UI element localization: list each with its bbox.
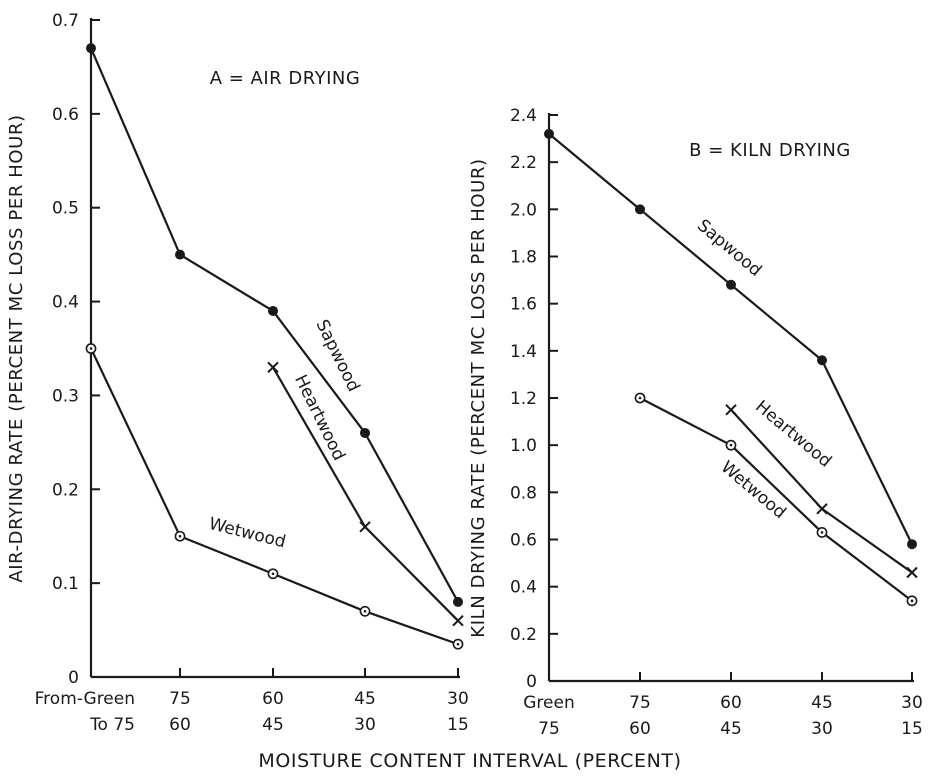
data-point-wetwood: [634, 392, 646, 404]
y-axis-label: AIR-DRYING RATE (PERCENT MC LOSS PER HOU…: [6, 114, 27, 582]
marker-dot: [363, 610, 367, 613]
marker-dot: [638, 396, 642, 400]
y-tick-label: 0.4: [52, 293, 79, 313]
y-tick-label: 2.0: [510, 200, 537, 220]
x-tick-label-from: 45: [811, 693, 833, 713]
x-tick-label-to: 45: [720, 719, 742, 739]
chart-panel-kiln-drying: 0 0.2 0.4 0.6 0.8 1.0 1.2 1.4 1.6 1.8 2.0 2.2 2.4 Gre…: [468, 106, 923, 739]
series-line-heartwood: [272, 366, 459, 622]
y-tick-label: 0.2: [52, 480, 79, 500]
data-point-heartwood: [725, 404, 737, 416]
data-point-heartwood: [267, 361, 279, 373]
y-tick-label: 0: [526, 672, 537, 692]
x-tick-label-to: 15: [447, 715, 469, 735]
data-point-wetwood: [906, 595, 918, 607]
marker-dot: [820, 531, 824, 534]
x-tick-label-from: 30: [447, 689, 469, 709]
data-point-sapwood: [268, 305, 278, 316]
series-line-wetwood: [639, 397, 913, 602]
data-point-sapwood: [544, 128, 554, 139]
data-point-sapwood: [453, 596, 463, 607]
series-line-sapwood: [89, 47, 459, 603]
x-tick-label-to: 30: [811, 719, 833, 739]
data-point-wetwood: [816, 527, 828, 538]
marker-stroke: [452, 614, 464, 627]
y-tick-label: 1.4: [510, 342, 537, 362]
data-point-sapwood: [635, 204, 645, 215]
x-tick-label-from: 60: [720, 693, 742, 713]
series-label-sapwood: Sapwood: [693, 216, 765, 281]
x-tick-label-to: To 75: [89, 715, 135, 735]
data-point-sapwood: [817, 355, 827, 366]
y-tick-label: 0.6: [510, 531, 537, 551]
marker-stroke: [267, 361, 279, 373]
y-tick-label: 2.2: [510, 153, 537, 173]
x-tick-label-to: 45: [262, 715, 284, 735]
shared-x-axis-label: MOISTURE CONTENT INTERVAL (PERCENT): [258, 750, 681, 772]
series-line-wetwood: [90, 348, 459, 646]
marker-stroke: [906, 566, 918, 579]
data-point-sapwood: [175, 249, 185, 260]
y-tick-label: 0.2: [510, 625, 537, 645]
series-label-sapwood: Sapwood: [312, 317, 364, 395]
x-tick-label-to: 30: [354, 715, 376, 735]
marker-dot: [178, 534, 182, 538]
marker-stroke: [359, 521, 371, 533]
x-tick-label-from: 30: [901, 693, 923, 713]
marker-stroke: [816, 503, 828, 515]
x-tick-label-to: 75: [538, 719, 560, 739]
x-tick-label-from: 75: [629, 693, 651, 713]
x-tick-label-from: 60: [262, 689, 284, 709]
chart-title: A = AIR DRYING: [210, 68, 361, 89]
chart-panel-air-drying: 0 0.1 0.2 0.3 0.4 0.5 0.6 0.7 From-Green To 75 75 6…: [6, 11, 469, 735]
y-tick-label: 1.6: [510, 295, 537, 315]
y-tick-label: 0.7: [52, 11, 79, 31]
marker-dot: [456, 642, 460, 646]
data-point-wetwood: [725, 439, 737, 451]
x-tick-label-from: 45: [354, 689, 376, 709]
data-point-wetwood: [85, 343, 97, 354]
y-tick-label: 0.6: [52, 105, 79, 125]
x-tick-label-to: 60: [169, 715, 191, 735]
marker-dot: [729, 443, 733, 447]
marker-dot: [910, 599, 914, 603]
series-label-wetwood: Wetwood: [207, 514, 288, 552]
data-point-sapwood: [86, 43, 96, 54]
marker-stroke: [725, 404, 737, 416]
x-tick-label-from: 75: [169, 689, 191, 709]
y-tick-label: 0.8: [510, 483, 537, 503]
chart-title: B = KILN DRYING: [689, 140, 851, 161]
y-axis-label: KILN DRYING RATE (PERCENT MC LOSS PER HO…: [468, 158, 489, 637]
data-point-sapwood: [726, 279, 736, 290]
data-point-wetwood: [452, 638, 464, 650]
y-tick-label: 0: [68, 668, 79, 688]
y-tick-label: 0.3: [52, 386, 79, 406]
y-tick-label: 2.4: [510, 106, 537, 126]
data-point-heartwood: [906, 566, 918, 579]
x-tick-label-from: Green: [523, 693, 574, 713]
series-label-heartwood: Heartwood: [751, 397, 835, 472]
y-tick-label: 1.8: [510, 248, 537, 268]
data-point-sapwood: [907, 539, 917, 550]
x-tick-label-from: From-Green: [35, 689, 135, 709]
y-tick-label: 1.2: [510, 389, 537, 409]
x-tick-label-to: 60: [629, 719, 651, 739]
data-point-heartwood: [452, 614, 464, 627]
y-tick-label: 0.1: [52, 574, 79, 594]
marker-dot: [89, 347, 93, 350]
y-tick-label: 1.0: [510, 436, 537, 456]
y-tick-label: 0.4: [510, 578, 537, 598]
y-tick-label: 0.5: [52, 199, 79, 219]
data-point-wetwood: [267, 568, 279, 580]
data-point-wetwood: [174, 530, 186, 542]
data-point-heartwood: [816, 503, 828, 515]
data-point-sapwood: [360, 427, 370, 438]
data-point-wetwood: [359, 605, 371, 617]
data-point-heartwood: [359, 521, 371, 533]
x-tick-label-to: 15: [901, 719, 923, 739]
marker-dot: [271, 572, 275, 576]
